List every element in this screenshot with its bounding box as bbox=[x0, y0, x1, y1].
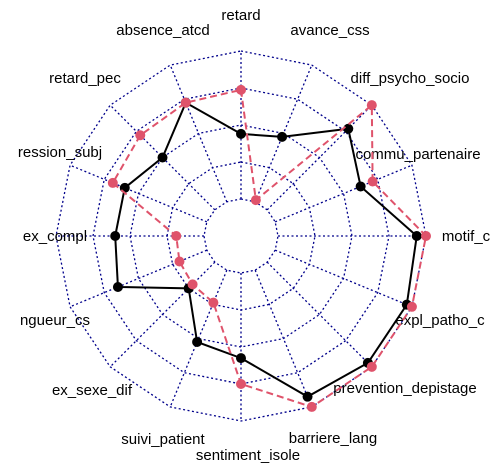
data-point bbox=[208, 297, 219, 308]
data-point bbox=[110, 231, 121, 241]
data-point bbox=[174, 256, 185, 267]
grid-ring bbox=[203, 198, 279, 274]
axis-line bbox=[266, 104, 373, 211]
data-point bbox=[236, 379, 246, 389]
data-point bbox=[406, 301, 417, 312]
grid-ring bbox=[55, 50, 427, 422]
data-point bbox=[107, 177, 118, 188]
axis-label: retard_pec bbox=[49, 70, 121, 87]
data-point bbox=[157, 152, 168, 163]
data-point bbox=[236, 353, 246, 364]
data-point bbox=[343, 123, 354, 134]
axis-label: ngueur_cs bbox=[20, 312, 90, 329]
axis-line bbox=[274, 164, 413, 223]
axis-label: ression_subj bbox=[18, 144, 102, 161]
data-point bbox=[302, 391, 313, 402]
axis-line bbox=[69, 164, 208, 223]
axis-label: suivi_patient bbox=[121, 431, 205, 448]
axis-label: avance_css bbox=[290, 22, 369, 39]
grid-ring bbox=[129, 124, 353, 348]
data-point bbox=[187, 279, 198, 290]
data-point bbox=[119, 182, 130, 193]
axis-label: barriere_lang bbox=[289, 430, 377, 447]
data-point bbox=[192, 336, 203, 347]
axis-label: ex_compl bbox=[23, 228, 87, 245]
data-point bbox=[366, 100, 377, 111]
axis-line bbox=[254, 269, 313, 408]
data-point bbox=[112, 281, 123, 292]
axis-line bbox=[169, 64, 228, 203]
data-point bbox=[411, 231, 422, 241]
axis-label: ex_sexe_dif bbox=[52, 382, 133, 399]
data-point bbox=[355, 181, 366, 192]
axis-line bbox=[266, 261, 373, 368]
data-point bbox=[180, 97, 191, 108]
data-point bbox=[171, 231, 182, 241]
axis-label: motif_c bbox=[442, 228, 491, 245]
data-point bbox=[236, 128, 246, 139]
axis-label: expl_patho_c bbox=[395, 312, 485, 329]
axis-label: prevention_depistage bbox=[333, 380, 476, 397]
data-point bbox=[135, 130, 146, 141]
data-point bbox=[306, 401, 317, 412]
axis-label: diff_psycho_socio bbox=[351, 70, 470, 87]
grid-ring bbox=[92, 87, 390, 385]
data-point bbox=[277, 131, 288, 142]
data-point bbox=[367, 176, 378, 187]
data-point bbox=[250, 195, 261, 206]
axis-label: retard bbox=[221, 7, 260, 24]
axis-label: sentiment_isole bbox=[196, 447, 300, 464]
data-point bbox=[236, 84, 246, 95]
axis-label: commu_partenaire bbox=[355, 146, 480, 163]
data-point bbox=[366, 361, 377, 372]
data-point bbox=[421, 231, 431, 241]
axis-label: absence_atcd bbox=[116, 22, 209, 39]
axis-line bbox=[274, 249, 413, 308]
series-line bbox=[111, 88, 428, 409]
axis-line bbox=[69, 249, 208, 308]
axis-line bbox=[109, 261, 216, 368]
